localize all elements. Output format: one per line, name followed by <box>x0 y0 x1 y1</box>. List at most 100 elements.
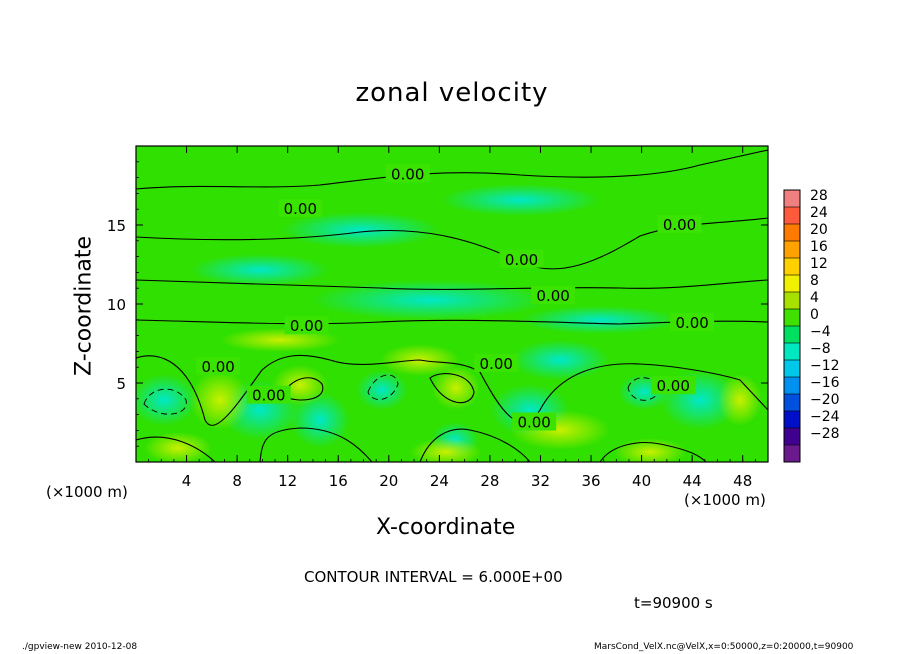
contour-label: 0.00 <box>505 251 538 269</box>
colorbar-segment <box>784 207 800 225</box>
y-unit-label: (×1000 m) <box>46 483 128 501</box>
colorbar-segment <box>784 377 800 395</box>
colorbar-label: −24 <box>810 409 840 425</box>
x-tick-label: 28 <box>480 472 499 490</box>
field-blob <box>356 370 408 410</box>
colorbar-label: −8 <box>810 341 831 357</box>
colorbar-segment <box>784 343 800 361</box>
field-blob <box>432 366 480 410</box>
colorbar-label: 8 <box>810 273 819 289</box>
chart-title: zonal velocity <box>355 78 549 108</box>
contour-label-bg <box>657 215 702 233</box>
x-tick-label: 16 <box>329 472 348 490</box>
contour-line <box>136 279 768 290</box>
contour-label: 0.00 <box>517 414 550 432</box>
contour-label: 0.00 <box>290 317 323 335</box>
contour-interval: CONTOUR INTERVAL = 6.000E+00 <box>304 568 563 586</box>
contour-label-bg <box>246 385 291 404</box>
x-tick-label: 36 <box>581 472 600 490</box>
contour-label: 0.00 <box>663 216 696 234</box>
contour-label-bg <box>385 164 430 183</box>
contour-label: 0.00 <box>675 314 708 332</box>
footnote-left: ./gpview-new 2010-12-08 <box>22 642 138 652</box>
contour-line <box>259 427 373 462</box>
contour-label: 0.00 <box>536 287 569 305</box>
contour-label-bg <box>531 286 576 305</box>
contour-line-negative <box>143 388 187 415</box>
contour-label-bg <box>512 412 557 431</box>
colorbar-label: 0 <box>810 307 819 323</box>
colorbar-segment <box>784 326 800 344</box>
colorbar-label: 24 <box>810 205 828 221</box>
colorbar-label: 16 <box>810 239 828 255</box>
colorbar-label: −20 <box>810 392 840 408</box>
colorbar-segment <box>784 275 800 293</box>
y-tick-label: 5 <box>116 375 126 393</box>
field-blob <box>510 340 610 380</box>
colorbar-label: 12 <box>810 256 828 272</box>
colorbar-segment <box>784 292 800 310</box>
contour-label-bg <box>196 357 241 376</box>
y-tick-label: 15 <box>107 217 126 235</box>
time-label: t=90900 s <box>634 594 713 612</box>
contour-label: 0.00 <box>656 377 689 395</box>
field-blob <box>520 306 680 334</box>
colorbar-label: −12 <box>810 358 840 374</box>
colorbar-segment <box>784 309 800 327</box>
contour-label: 0.00 <box>480 355 513 373</box>
colorbar-segment <box>784 241 800 259</box>
contour-line-negative <box>367 374 399 400</box>
contour-line <box>281 377 324 401</box>
contour-label: 0.00 <box>391 165 424 183</box>
x-tick-label: 20 <box>379 472 398 490</box>
field-blob <box>190 254 330 286</box>
y-tick-label: 10 <box>107 296 126 314</box>
x-tick-label: 12 <box>278 472 297 490</box>
colorbar-segment <box>784 224 800 242</box>
velocity-field <box>136 146 768 462</box>
x-unit-label: (×1000 m) <box>684 491 766 509</box>
contour-labels: 0.00 0.00 0.00 0.00 0.00 0.00 0.00 0.00 0.00 0.00… <box>196 164 715 432</box>
field-blob <box>410 438 482 462</box>
colorbar-segment <box>784 445 800 463</box>
contour-line <box>136 436 216 462</box>
contour-label-bg <box>278 199 323 218</box>
colorbar-label: 20 <box>810 222 828 238</box>
x-tick-label: 40 <box>632 472 651 490</box>
colorbar-segment <box>784 360 800 378</box>
footnote-right: MarsCond_VelX.nc@VelX,x=0:50000,z=0:2000… <box>594 642 854 652</box>
field-blob <box>190 370 250 430</box>
field-blob <box>718 374 762 426</box>
colorbar-label: −16 <box>810 375 840 391</box>
x-tick-label: 48 <box>733 472 752 490</box>
x-axis-label: X-coordinate <box>376 515 516 540</box>
contour-label-bg <box>499 249 544 268</box>
x-tick-label: 24 <box>430 472 449 490</box>
contour-line <box>419 428 531 462</box>
contour-label: 0.00 <box>252 387 285 405</box>
contour-line <box>429 373 475 404</box>
colorbar-label: −4 <box>810 324 831 340</box>
field-blob <box>280 212 440 248</box>
colorbar-segment <box>784 394 800 412</box>
contour-label-bg <box>651 376 696 395</box>
field-blob <box>144 432 212 462</box>
colorbar-label: 4 <box>810 290 819 306</box>
y-axis-label: Z-coordinate <box>71 236 97 376</box>
contour-label: 0.00 <box>284 200 317 218</box>
contour-line <box>136 354 768 426</box>
colorbar-segment <box>784 411 800 429</box>
contour-label: 0.00 <box>201 358 234 376</box>
contour-label-bg <box>474 354 519 373</box>
colorbar-label: 28 <box>810 188 828 204</box>
contour-line <box>599 442 707 462</box>
field-blob <box>440 184 600 216</box>
colorbar-segment <box>784 428 800 446</box>
field-blob <box>136 374 198 426</box>
x-tick-label: 8 <box>232 472 242 490</box>
colorbar-label: −28 <box>810 426 840 442</box>
colorbar-segment <box>784 258 800 276</box>
